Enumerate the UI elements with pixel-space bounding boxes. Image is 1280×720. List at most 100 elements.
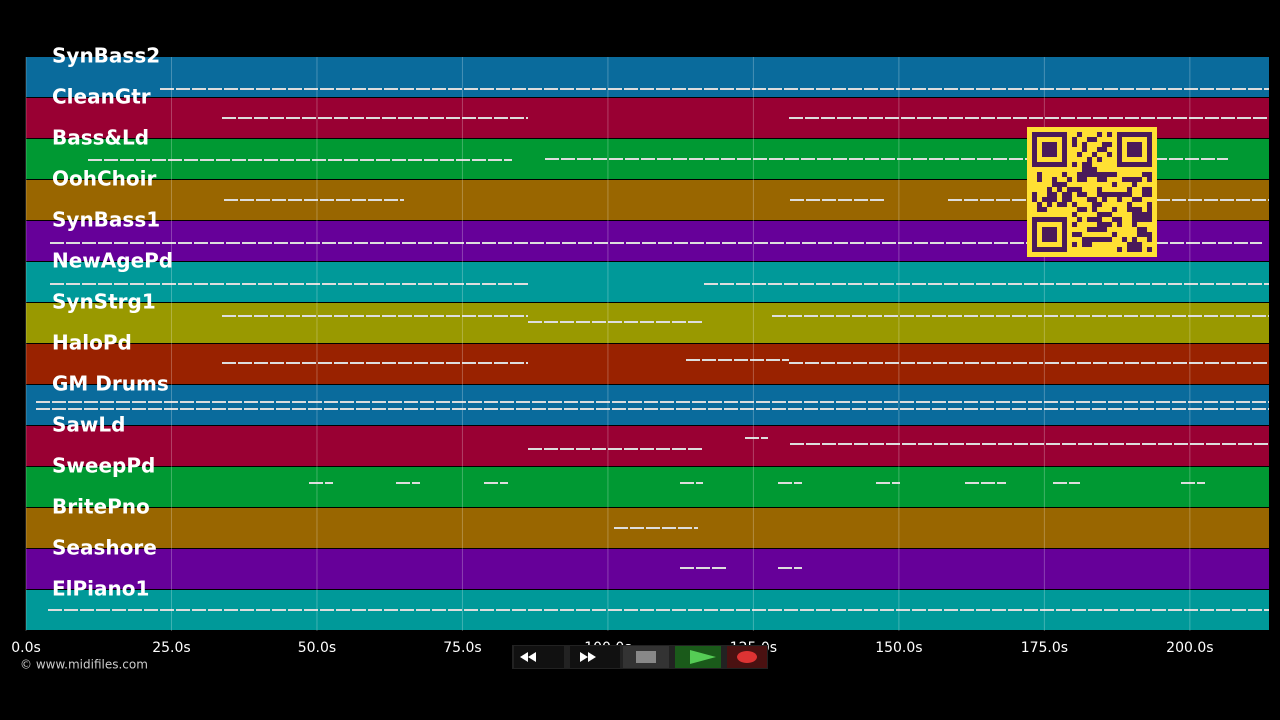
qr-cell <box>1062 217 1067 222</box>
qr-cell <box>1047 162 1052 167</box>
track-lane <box>26 262 1269 302</box>
qr-cell <box>1117 192 1122 197</box>
qr-cell <box>1047 232 1052 237</box>
qr-cell <box>1097 132 1102 137</box>
qr-cell <box>1092 202 1097 207</box>
qr-cell <box>1087 242 1092 247</box>
qr-cell <box>1062 232 1067 237</box>
track-name: CleanGtr <box>52 85 151 109</box>
stop-icon <box>636 651 656 663</box>
qr-cell <box>1102 227 1107 232</box>
qr-cell <box>1132 197 1137 202</box>
qr-cell <box>1047 147 1052 152</box>
qr-cell <box>1137 207 1142 212</box>
qr-cell <box>1067 187 1072 192</box>
qr-cell <box>1132 242 1137 247</box>
track-lane <box>26 385 1269 425</box>
qr-cell <box>1142 212 1147 217</box>
qr-cell <box>1077 207 1082 212</box>
track-name: GM Drums <box>52 372 169 396</box>
rewind-button[interactable] <box>514 646 564 668</box>
qr-cell <box>1127 192 1132 197</box>
qr-cell <box>1032 162 1037 167</box>
qr-cell <box>1087 162 1092 167</box>
qr-cell <box>1112 207 1117 212</box>
qr-cell <box>1097 212 1102 217</box>
button-bg <box>514 646 564 668</box>
qr-cell <box>1037 177 1042 182</box>
qr-cell <box>1032 242 1037 247</box>
qr-cell <box>1062 197 1067 202</box>
qr-cell <box>1052 177 1057 182</box>
qr-cell <box>1062 227 1067 232</box>
qr-cell <box>1132 147 1137 152</box>
qr-code <box>1027 127 1157 257</box>
track-name: SynBass1 <box>52 208 160 232</box>
qr-cell <box>1097 227 1102 232</box>
qr-cell <box>1082 167 1087 172</box>
qr-cell <box>1087 172 1092 177</box>
qr-cell <box>1042 147 1047 152</box>
record-icon <box>737 651 757 663</box>
qr-cell <box>1077 217 1082 222</box>
footer: © www.midifiles.com <box>20 658 148 672</box>
qr-cell <box>1052 247 1057 252</box>
qr-cell <box>1032 147 1037 152</box>
qr-cell <box>1047 237 1052 242</box>
qr-cell <box>1097 157 1102 162</box>
qr-cell <box>1112 182 1117 187</box>
qr-cell <box>1052 152 1057 157</box>
qr-cell <box>1127 152 1132 157</box>
qr-cell <box>1047 142 1052 147</box>
qr-cell <box>1082 147 1087 152</box>
qr-cell <box>1132 177 1137 182</box>
qr-cell <box>1122 162 1127 167</box>
stop-button[interactable] <box>623 646 669 668</box>
qr-cell <box>1092 217 1097 222</box>
qr-cell <box>1057 217 1062 222</box>
grid <box>25 57 1191 631</box>
qr-cell <box>1127 202 1132 207</box>
qr-cell <box>1062 132 1067 137</box>
qr-cell <box>1072 187 1077 192</box>
qr-cell <box>1137 232 1142 237</box>
qr-cell <box>1032 247 1037 252</box>
qr-cell <box>1147 232 1152 237</box>
qr-cell <box>1117 247 1122 252</box>
track-name: OohChoir <box>52 167 156 191</box>
play-button[interactable] <box>675 646 721 668</box>
track-name: SawLd <box>52 413 125 437</box>
qr-cell <box>1117 217 1122 222</box>
qr-cell <box>1132 132 1137 137</box>
qr-cell <box>1122 132 1127 137</box>
qr-cell <box>1087 137 1092 142</box>
forward-button[interactable] <box>570 646 620 668</box>
qr-cell <box>1067 192 1072 197</box>
qr-cell <box>1102 142 1107 147</box>
qr-cell <box>1042 247 1047 252</box>
qr-cell <box>1142 232 1147 237</box>
qr-cell <box>1147 207 1152 212</box>
qr-cell <box>1042 142 1047 147</box>
qr-cell <box>1132 247 1137 252</box>
qr-cell <box>1137 247 1142 252</box>
qr-cell <box>1107 152 1112 157</box>
qr-cell <box>1107 142 1112 147</box>
qr-cell <box>1077 132 1082 137</box>
track-name: SynBass2 <box>52 44 160 68</box>
qr-cell <box>1092 237 1097 242</box>
qr-cell <box>1147 217 1152 222</box>
qr-cell <box>1092 172 1097 177</box>
qr-cell <box>1147 147 1152 152</box>
qr-cell <box>1087 167 1092 172</box>
qr-cell <box>1042 217 1047 222</box>
qr-cell <box>1037 207 1042 212</box>
qr-cell <box>1057 202 1062 207</box>
qr-cell <box>1102 192 1107 197</box>
qr-cell <box>1092 197 1097 202</box>
qr-cell <box>1127 207 1132 212</box>
tick-label: 50.0s <box>298 640 336 656</box>
record-button[interactable] <box>727 646 767 668</box>
qr-cell <box>1102 172 1107 177</box>
qr-cell <box>1082 142 1087 147</box>
